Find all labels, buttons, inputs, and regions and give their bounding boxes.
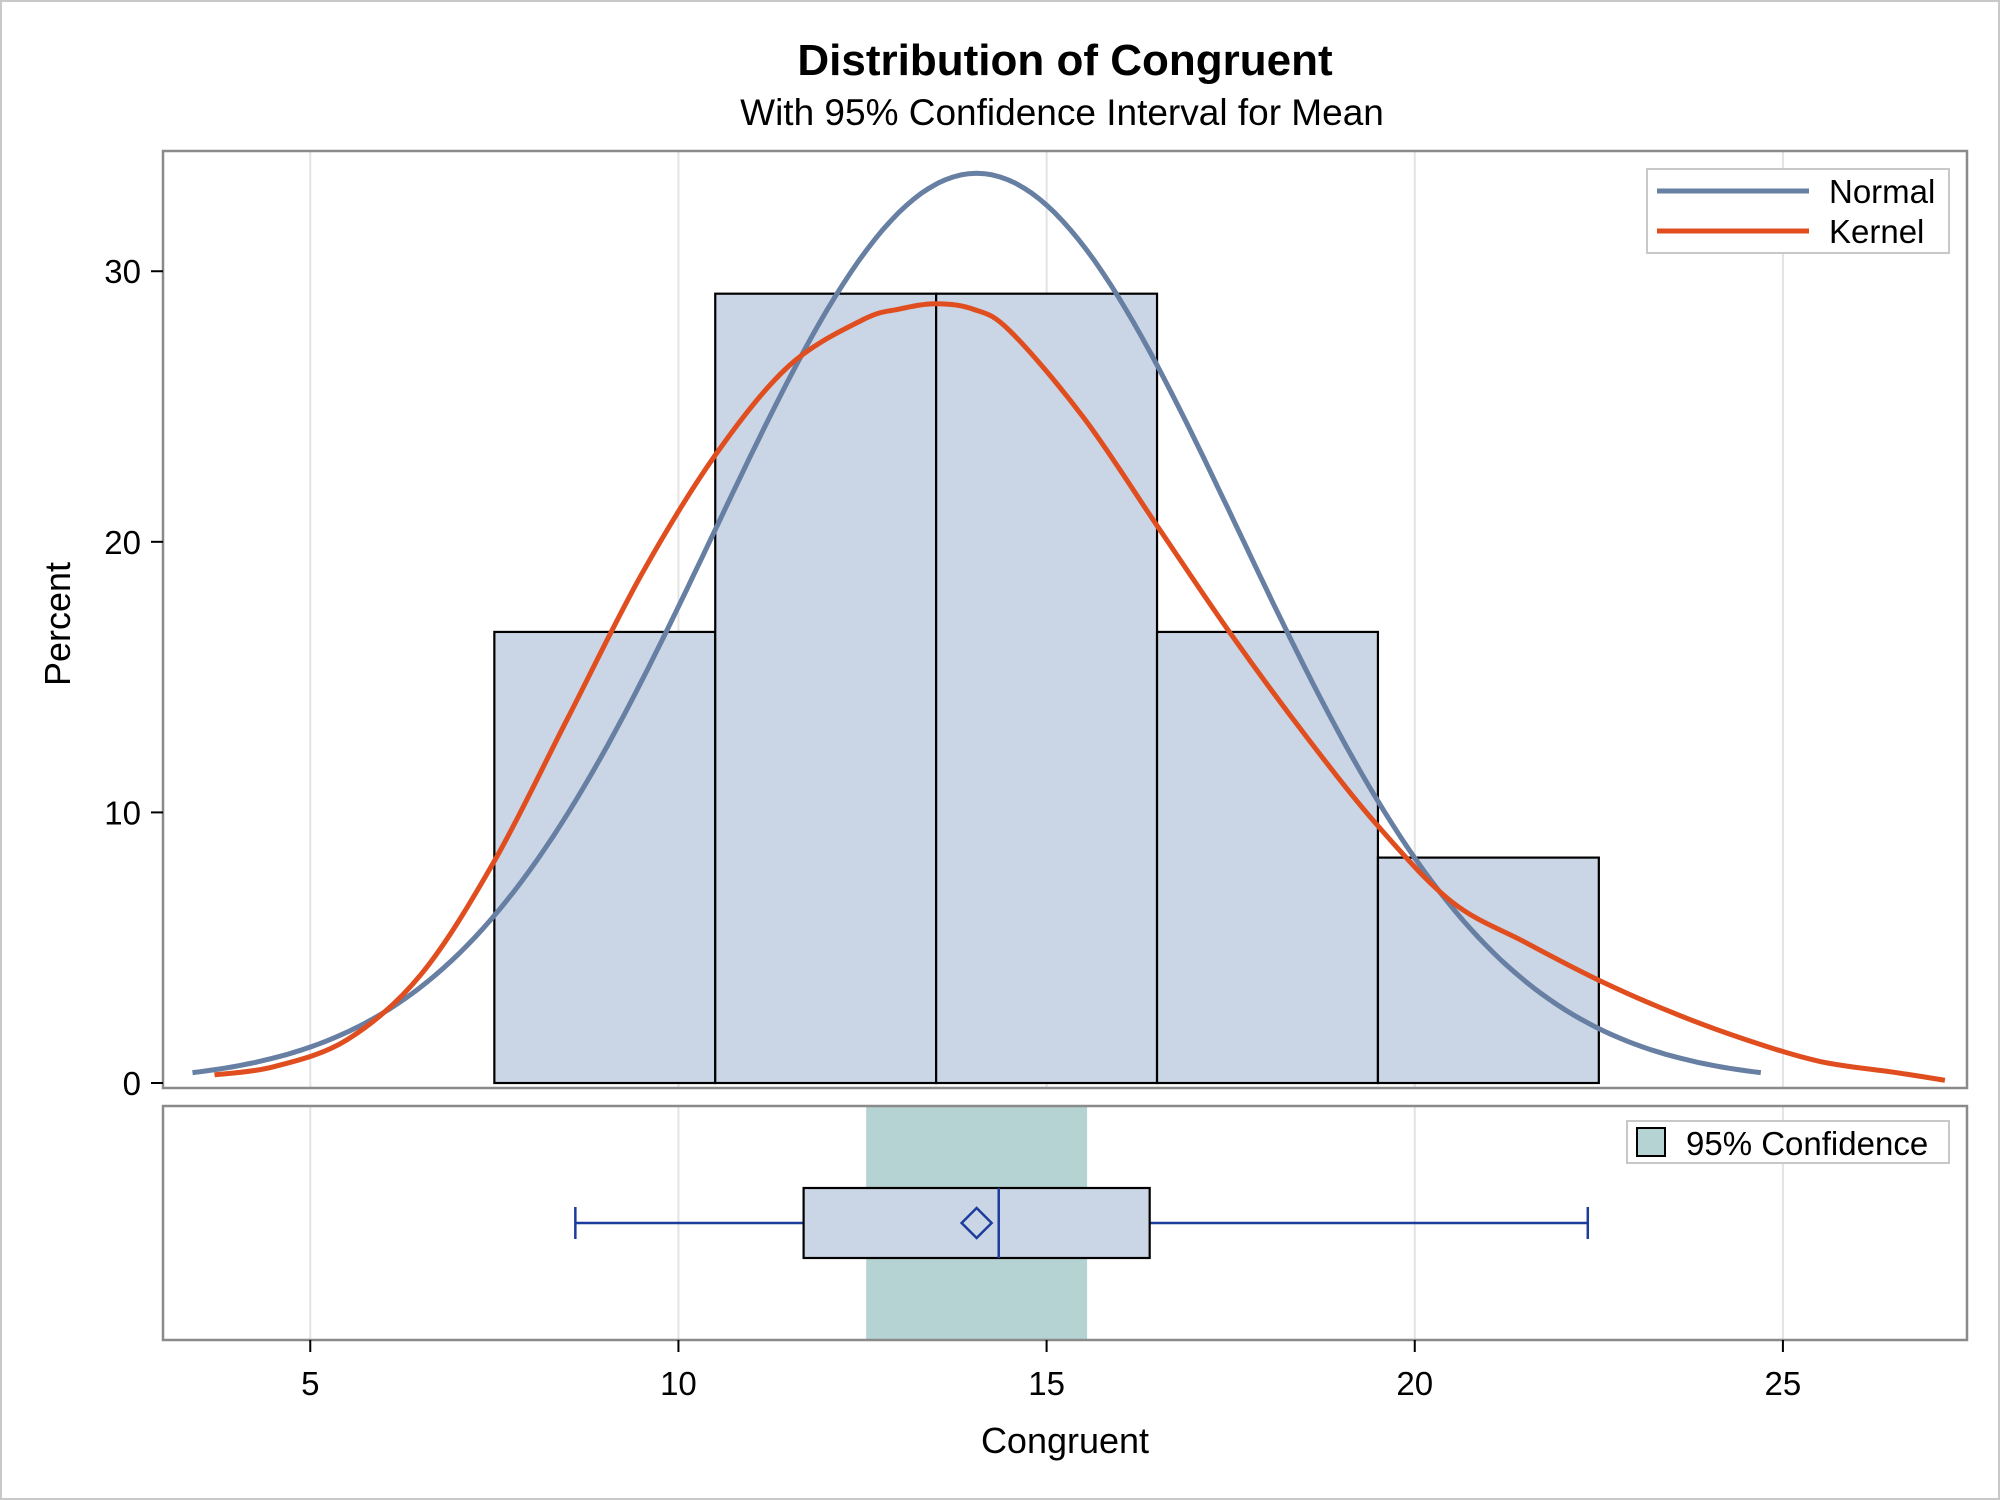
x-tick-label-5: 5 [301,1365,319,1402]
ci-legend-label: 95% Confidence [1686,1125,1928,1162]
x-axis-label: Congruent [981,1420,1149,1461]
ci-legend-frame [1626,1120,1950,1164]
histogram-legend: Normal Kernel [1646,168,1950,254]
boxplot-legend: 95% Confidence [1626,1120,1950,1164]
legend-label-kernel: Kernel [1829,213,1924,250]
y-axis-label: Percent [37,562,78,686]
x-tick-label-20: 20 [1396,1365,1433,1402]
x-tick-label-25: 25 [1765,1365,1802,1402]
ci-legend-swatch [1636,1127,1666,1157]
histogram-bar-2 [714,292,938,1085]
kernel-density-curve [214,301,1946,1083]
histogram-bar-1 [493,630,717,1085]
x-tick-label-10: 10 [660,1365,697,1402]
interquartile-box [802,1186,1151,1260]
chart-title: Distribution of Congruent [797,36,1333,85]
boxplot-frame [161,1104,1969,1342]
histogram-bar-4 [1155,630,1380,1085]
legend-label-normal: Normal [1829,173,1935,210]
normal-density-curve [192,170,1762,1076]
y-tick-label-10: 10 [104,794,141,831]
x-tick-label-15: 15 [1028,1365,1065,1402]
x-axis: 5 10 15 20 25 [301,1340,1801,1402]
boxplot [574,1106,1590,1340]
y-tick-label-20: 20 [104,524,141,561]
histogram-bars [493,292,1600,1085]
chart-subtitle: With 95% Confidence Interval for Mean [740,92,1384,133]
legend-frame [1646,168,1950,254]
histogram-bar-3 [935,292,1159,1085]
mean-marker [959,1206,994,1240]
y-tick-label-30: 30 [104,253,141,290]
histogram-bar-5 [1376,856,1600,1085]
y-tick-label-0: 0 [123,1065,141,1102]
y-axis: 0 10 20 30 [104,253,163,1102]
histogram-plot-frame [161,149,1969,1090]
density-curves [192,170,1946,1083]
